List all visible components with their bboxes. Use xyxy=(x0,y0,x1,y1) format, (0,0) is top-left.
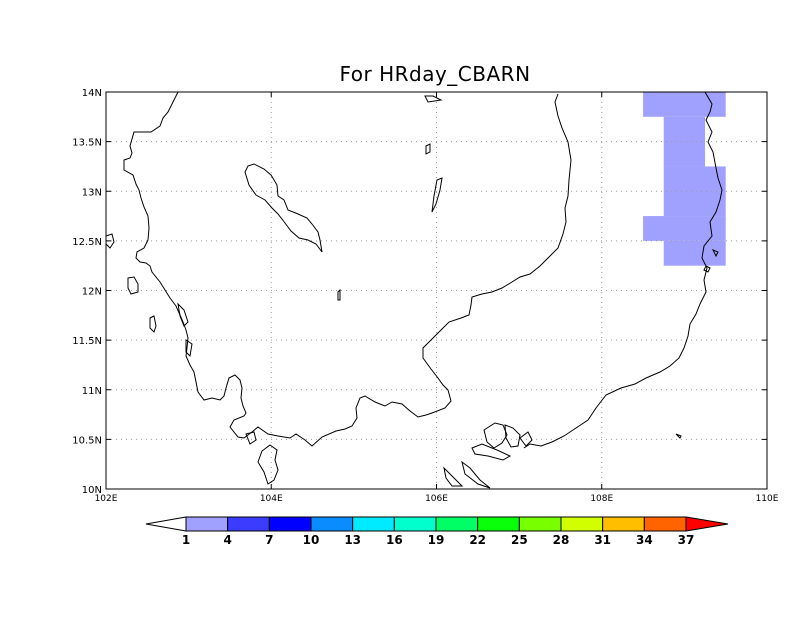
colorbar-under-triangle xyxy=(145,516,187,532)
axis-ticks: 102E 104E 106E 108E 110E 10N 10.5N 11N 11.5N 12N 1… xyxy=(72,88,778,504)
lat-tick-label: 14N xyxy=(82,88,102,99)
small-island xyxy=(127,276,139,295)
shaded-cell xyxy=(663,116,706,167)
coastline-mainland xyxy=(123,91,572,447)
colorbar-segment xyxy=(310,516,354,532)
gridlines xyxy=(106,92,767,489)
lat-tick-label: 12N xyxy=(82,287,102,298)
colorbar-label: 10 xyxy=(303,533,320,547)
lon-tick-label: 104E xyxy=(260,494,283,504)
coastline-layer xyxy=(105,91,723,489)
colorbar-segment xyxy=(602,516,645,532)
colorbar-segment xyxy=(393,516,437,532)
colorbar-over-triangle xyxy=(685,516,729,532)
small-island xyxy=(245,431,257,445)
lat-tick-label: 13N xyxy=(82,187,102,198)
colorbar-label: 4 xyxy=(223,533,231,547)
small-island xyxy=(711,249,719,258)
delta-island xyxy=(504,424,521,448)
colorbar-label: 31 xyxy=(594,533,611,547)
lat-tick-label: 10N xyxy=(82,485,102,496)
delta-island xyxy=(519,431,533,447)
small-island xyxy=(675,433,682,439)
small-island xyxy=(425,143,431,155)
lat-tick-label: 11N xyxy=(82,386,102,397)
colorbar-label: 13 xyxy=(344,533,361,547)
colorbar-label: 1 xyxy=(182,533,190,547)
colorbar-label: 37 xyxy=(678,533,695,547)
colorbar-label: 7 xyxy=(265,533,273,547)
small-island xyxy=(149,315,157,333)
coastline-east xyxy=(523,91,723,449)
lon-tick-label: 102E xyxy=(95,494,118,504)
tonle-sap-lake xyxy=(244,163,323,253)
small-island xyxy=(424,95,443,103)
colorbar-label: 28 xyxy=(553,533,570,547)
delta-island xyxy=(461,460,491,489)
shaded-cell xyxy=(643,92,726,117)
delta-island xyxy=(483,422,508,449)
colorbar-segment xyxy=(268,516,312,532)
colorbar-label: 25 xyxy=(511,533,528,547)
colorbar-segment xyxy=(560,516,604,532)
lon-tick-label: 108E xyxy=(590,494,613,504)
small-island xyxy=(337,288,341,301)
shaded-cell xyxy=(663,240,726,266)
lat-tick-label: 12.5N xyxy=(72,237,102,248)
map-title: For HRday_CBARN xyxy=(339,62,530,86)
shaded-cell xyxy=(663,166,726,217)
small-island xyxy=(185,339,193,358)
lat-tick-label: 11.5N xyxy=(72,336,102,347)
small-island xyxy=(431,177,443,213)
colorbar-label: 22 xyxy=(469,533,486,547)
colorbar-label: 34 xyxy=(636,533,653,547)
phu-quoc-island xyxy=(257,444,279,485)
lon-tick-label: 106E xyxy=(425,494,448,504)
delta-island xyxy=(443,466,464,487)
lon-tick-label: 110E xyxy=(756,494,779,504)
colorbar: 1 4 7 10 13 16 19 22 25 28 31 34 37 xyxy=(145,516,729,547)
colorbar-segment xyxy=(435,516,479,532)
colorbar-label: 16 xyxy=(386,533,403,547)
small-island xyxy=(703,265,711,273)
colorbar-label: 19 xyxy=(428,533,445,547)
colorbar-segment xyxy=(477,516,520,532)
lat-tick-label: 13.5N xyxy=(72,138,102,149)
lat-tick-label: 10.5N xyxy=(72,435,102,446)
small-island xyxy=(177,302,189,327)
colorbar-segment xyxy=(227,516,270,532)
shaded-cell xyxy=(643,216,726,241)
delta-island xyxy=(471,443,512,461)
colorbar-segment xyxy=(185,516,229,532)
colorbar-segment xyxy=(352,516,395,532)
colorbar-segment xyxy=(643,516,687,532)
colorbar-segment xyxy=(518,516,562,532)
shaded-region-layer xyxy=(643,92,726,266)
